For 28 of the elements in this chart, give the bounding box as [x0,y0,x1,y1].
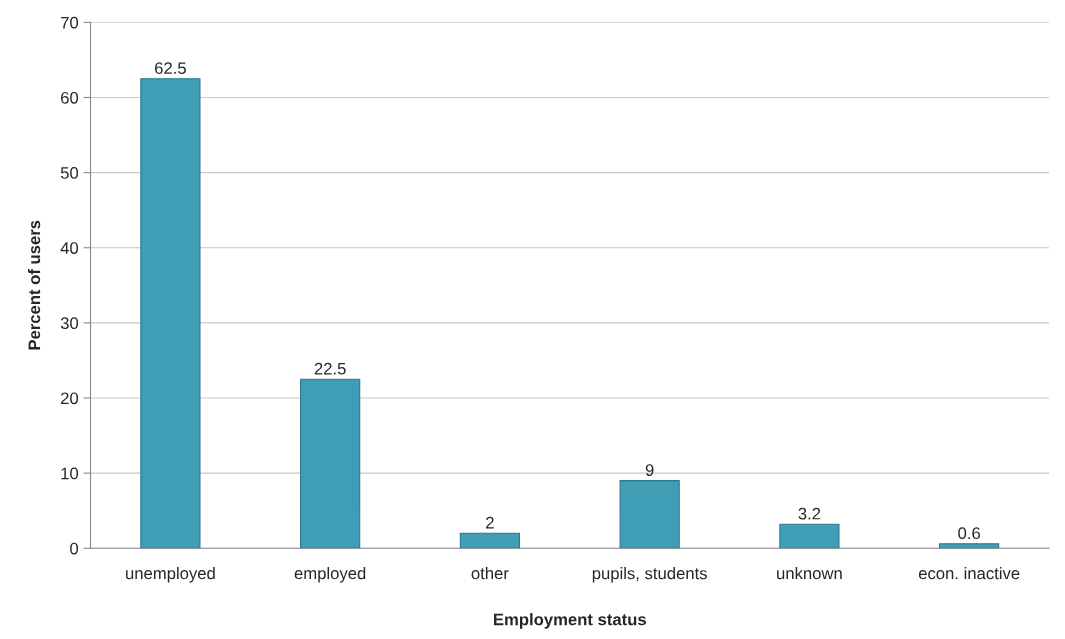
bar [459,532,521,549]
bar [619,480,680,549]
y-tick-label: 30 [60,317,79,330]
x-axis-title: Employment status [494,613,646,629]
y-tick-label: 0 [70,542,79,555]
data-label: 3.2 [798,507,821,520]
x-tick-label: econ. inactive [918,567,1020,580]
x-tick-label: other [471,567,509,580]
y-tick-label: 40 [60,242,79,254]
data-label: 0.6 [958,527,980,540]
bar [939,543,1000,549]
x-tick-label: employed [294,567,366,583]
y-tick-label: 70 [61,16,79,29]
data-label: 62.5 [155,62,186,75]
x-tick-label: unknown [777,567,842,580]
bar [779,523,840,549]
y-axis-title: Percent of users [27,220,41,350]
data-label: 9 [645,464,654,476]
y-tick-label: 50 [60,167,79,179]
bar [140,78,201,549]
data-label: 22.5 [314,362,346,375]
y-tick-label: 60 [61,91,79,104]
data-label: 2 [486,516,494,529]
bar [300,378,361,549]
x-tick-label: unemployed [126,567,215,583]
y-tick-label: 10 [61,467,79,480]
y-tick-label: 20 [61,392,79,405]
x-tick-label: pupils, students [592,567,707,583]
